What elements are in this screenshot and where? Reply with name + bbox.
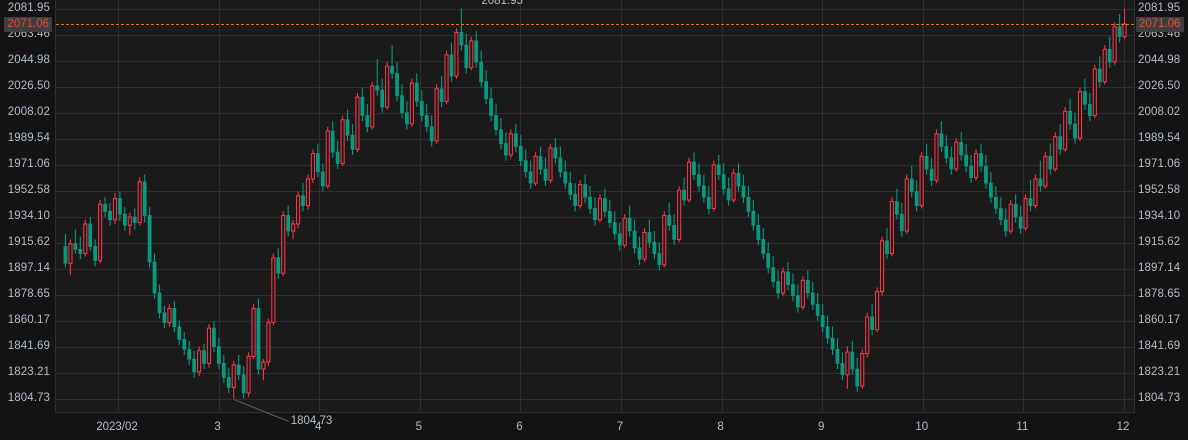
gridline-horizontal [56,346,1134,348]
price-tick-label: 2044.98 [7,53,50,66]
price-tick-label: 1804.73 [1138,392,1181,404]
current-price-tag[interactable]: 2071.06 [4,16,52,33]
time-tick-label: 5 [415,421,422,433]
current-price-tag[interactable]: 2071.06 [1136,16,1184,33]
price-tick-label: 2026.50 [7,79,50,92]
time-tick-label: 3 [214,421,221,433]
price-axis-right[interactable]: 2081.95 2063.46 2044.98 2026.50 2008.02 1989.… [1133,0,1188,412]
time-axis[interactable]: 2023/02 3 4 5 6 7 8 9 10 11 12 [55,412,1133,440]
price-tick-label: 1934.10 [1138,209,1181,222]
time-tick-label: 4 [314,421,322,433]
price-tick-label: 1860.17 [1138,313,1181,326]
price-tick-label: 1934.10 [7,209,50,222]
gridline-horizontal [56,242,1134,244]
current-price-line [56,23,1134,25]
high-price-annotation: 2081.95 [481,0,523,7]
price-tick-label: 1952.58 [1138,183,1181,196]
time-tick-label: 8 [717,421,724,433]
price-tick-label: 1841.69 [7,339,50,352]
price-tick-label: 1878.65 [7,287,50,300]
gridline-vertical [218,0,220,412]
price-tick-label: 2008.02 [7,105,50,118]
gridline-vertical [319,0,321,412]
price-tick-label: 1989.54 [7,131,50,144]
price-tick-label: 2026.50 [1138,79,1181,92]
price-axis-left[interactable]: 2081.95 2063.46 2044.98 2026.50 2008.02 1989.… [0,0,55,412]
price-tick-label: 1823.21 [1138,366,1181,378]
price-tick-label: 1823.21 [7,366,50,378]
time-tick-label: 6 [516,421,523,433]
gridline-vertical [822,0,824,412]
price-tick-label: 1804.73 [7,392,50,404]
price-tick-label: 1878.65 [1138,287,1181,300]
gridline-vertical [621,0,622,412]
price-tick-label: 1989.54 [1138,131,1181,144]
low-price-annotation: 1804.73 [290,414,333,427]
price-tick-label: 1841.69 [1138,339,1181,352]
price-tick-label: 2063.46 [7,27,50,40]
time-tick-label: 12 [1116,421,1130,433]
gridline-horizontal [56,86,1134,88]
gridline-horizontal [56,320,1134,322]
time-tick-label: 7 [616,421,624,433]
time-tick-label: 2023/02 [96,421,138,433]
gridline-horizontal [56,34,1134,36]
gridline-horizontal [56,294,1134,296]
gridline-horizontal [56,138,1134,140]
price-tick-label: 1897.14 [7,261,50,274]
price-tick-label: 2063.46 [1138,27,1181,40]
chart-plot-area[interactable]: 1804.73 2081.95 [55,0,1135,427]
gridline-vertical [520,0,522,412]
price-tick-label: 1971.06 [1138,157,1181,170]
gridline-horizontal [56,60,1134,62]
gridline-vertical [1124,0,1125,412]
price-tick-label: 1952.58 [7,183,50,196]
price-tick-label: 2081.95 [7,1,50,14]
time-tick-label: 11 [1016,421,1029,433]
price-tick-label: 2044.98 [1138,53,1181,66]
time-tick-label: 9 [817,421,825,433]
price-tick-label: 1971.06 [7,157,50,170]
price-tick-label: 1897.14 [1138,261,1181,274]
price-tick-label: 1915.62 [7,235,50,248]
gridline-horizontal [56,268,1134,270]
gridline-horizontal [56,190,1134,192]
price-tick-label: 1915.62 [1138,235,1181,248]
price-tick-label: 2008.02 [1138,105,1181,118]
gridline-horizontal [56,399,1134,400]
gridline-horizontal [56,112,1134,114]
gridline-vertical [721,0,723,412]
price-tick-label: 1860.17 [7,313,50,326]
candlestick-series [63,8,1127,399]
gridline-horizontal [56,373,1134,374]
gridline-vertical [419,0,421,412]
gridline-horizontal [56,164,1134,166]
price-tick-label: 2081.95 [1138,1,1181,14]
time-tick-label: 10 [915,421,929,433]
gridline-horizontal [56,8,1134,10]
